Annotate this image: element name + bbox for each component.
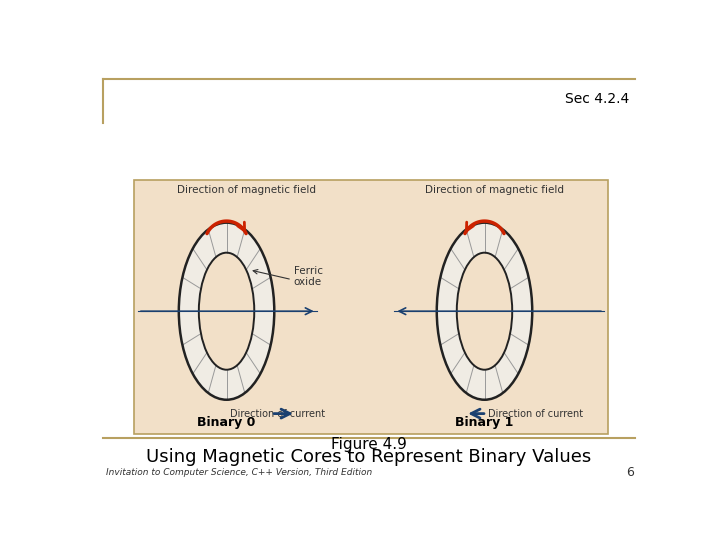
Ellipse shape — [456, 253, 512, 370]
Text: Ferric
oxide: Ferric oxide — [294, 266, 323, 287]
Ellipse shape — [179, 222, 274, 400]
Text: Invitation to Computer Science, C++ Version, Third Edition: Invitation to Computer Science, C++ Vers… — [106, 468, 372, 477]
Text: Binary 1: Binary 1 — [455, 416, 513, 429]
Text: Direction of magnetic field: Direction of magnetic field — [177, 185, 316, 195]
Text: Binary 0: Binary 0 — [197, 416, 256, 429]
Text: Direction of current: Direction of current — [488, 409, 583, 419]
Text: 6: 6 — [626, 467, 634, 480]
Text: Using Magnetic Cores to Represent Binary Values: Using Magnetic Cores to Represent Binary… — [146, 449, 592, 467]
Ellipse shape — [199, 253, 254, 370]
Text: Direction of magnetic field: Direction of magnetic field — [426, 185, 564, 195]
Text: Sec 4.2.4: Sec 4.2.4 — [565, 92, 629, 106]
Ellipse shape — [437, 222, 532, 400]
Bar — [134, 180, 608, 434]
Text: Figure 4.9: Figure 4.9 — [331, 437, 407, 452]
Text: Direction of current: Direction of current — [230, 409, 325, 419]
